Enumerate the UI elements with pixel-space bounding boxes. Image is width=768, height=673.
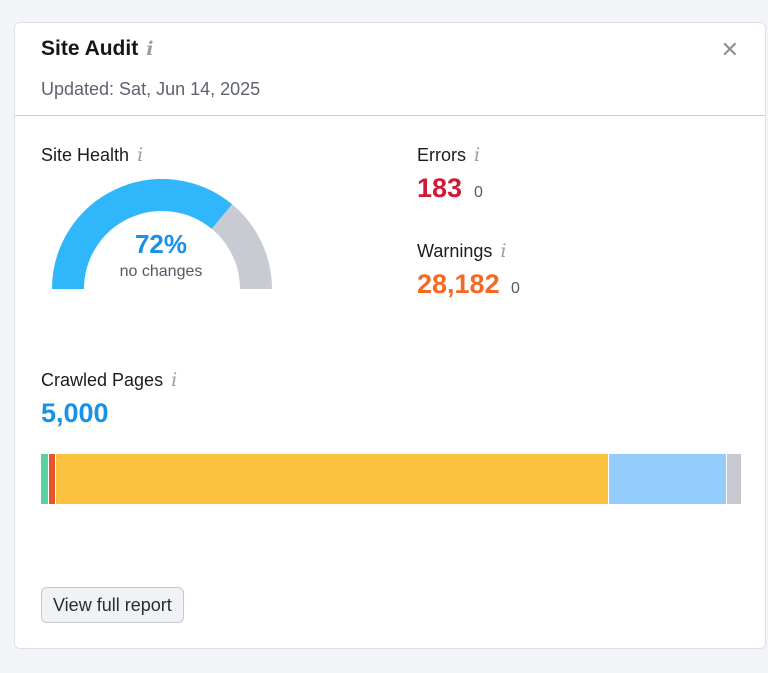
gauge-remaining-arc	[211, 204, 272, 290]
site-health-percent: 72%	[134, 229, 188, 259]
crawled-pages-segment-3[interactable]	[56, 454, 610, 504]
crawled-pages-label-text: Crawled Pages	[41, 370, 164, 390]
errors-count[interactable]: 183	[417, 173, 463, 203]
errors-delta: 0	[474, 184, 483, 201]
site-health-label: Site Health i	[41, 144, 143, 166]
updated-date: Updated: Sat, Jun 14, 2025	[41, 79, 261, 99]
widget-title-text: Site Audit	[41, 37, 139, 60]
warnings-label: Warnings i	[417, 240, 506, 262]
warnings-label-text: Warnings	[417, 241, 493, 261]
errors-label-text: Errors	[417, 145, 466, 165]
close-icon[interactable]: ✕	[720, 37, 739, 62]
crawled-pages-segment-5[interactable]	[726, 454, 741, 504]
site-audit-card: Site Audit i Updated: Sat, Jun 14, 2025 ✕…	[14, 22, 766, 649]
crawled-pages-label: Crawled Pages i	[41, 369, 177, 391]
crawled-pages-count: 5,000	[41, 398, 109, 428]
crawled-pages-segment-4[interactable]	[609, 454, 727, 504]
crawled-pages-bar	[41, 454, 741, 504]
info-icon[interactable]: i	[137, 144, 144, 166]
view-full-report-button[interactable]: View full report	[41, 587, 184, 623]
site-health-gauge	[52, 179, 272, 290]
crawled-pages-segment-2[interactable]	[48, 454, 57, 504]
site-health-change: no changes	[119, 263, 203, 280]
warnings-delta: 0	[511, 280, 520, 297]
gauge-filled-arc	[52, 179, 233, 290]
info-icon[interactable]: i	[474, 144, 481, 166]
info-icon[interactable]: i	[500, 240, 507, 262]
warnings-count[interactable]: 28,182	[417, 269, 500, 299]
info-icon[interactable]: i	[171, 369, 178, 391]
info-icon[interactable]: i	[146, 38, 154, 60]
card-header: Site Audit i Updated: Sat, Jun 14, 2025 ✕	[15, 23, 765, 116]
errors-label: Errors i	[417, 144, 480, 166]
site-health-label-text: Site Health	[41, 145, 130, 165]
crawled-pages-segment-1[interactable]	[41, 454, 49, 504]
widget-title: Site Audit i	[41, 37, 153, 61]
